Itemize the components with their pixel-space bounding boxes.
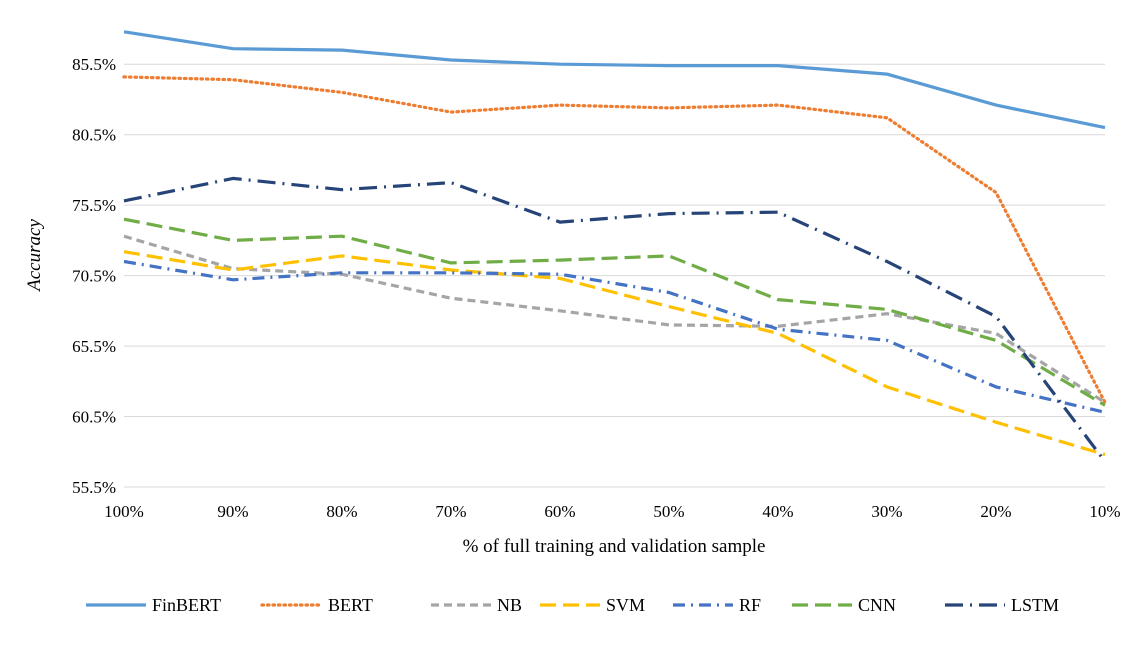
y-tick-label: 60.5% xyxy=(72,408,116,427)
series-line-finbert xyxy=(123,30,1106,130)
legend-label-svm: SVM xyxy=(606,595,645,615)
y-tick-label: 70.5% xyxy=(72,267,116,286)
legend-label-lstm: LSTM xyxy=(1011,595,1059,615)
x-axis-title: % of full training and validation sample xyxy=(463,536,766,557)
legend-label-bert: BERT xyxy=(328,595,373,615)
x-tick-label: 40% xyxy=(762,502,793,521)
x-tick-label: 100% xyxy=(104,502,144,521)
legend-label-cnn: CNN xyxy=(858,595,896,615)
legend: FinBERT BERT NB SVM RF CNN LSTM xyxy=(86,595,1059,615)
x-tick-label: 90% xyxy=(217,502,248,521)
gridlines xyxy=(124,63,1105,488)
series-line-svm xyxy=(123,250,1106,457)
x-tick-label: 70% xyxy=(435,502,466,521)
series-line-bert xyxy=(122,75,1107,404)
x-tick-label: 10% xyxy=(1089,502,1120,521)
y-tick-label: 55.5% xyxy=(72,478,116,497)
x-axis-ticks: 100% 90% 80% 70% 60% 50% 40% 30% 20% 10% xyxy=(104,502,1120,521)
x-tick-label: 60% xyxy=(544,502,575,521)
series-line-lstm xyxy=(123,176,1107,463)
y-tick-label: 75.5% xyxy=(72,196,116,215)
y-tick-label: 65.5% xyxy=(72,337,116,356)
y-tick-label: 80.5% xyxy=(72,126,116,145)
x-tick-label: 30% xyxy=(871,502,902,521)
y-tick-label: 85.5% xyxy=(72,55,116,74)
legend-label-rf: RF xyxy=(739,595,761,615)
series-line-cnn xyxy=(123,217,1106,407)
x-tick-label: 50% xyxy=(653,502,684,521)
y-axis-ticks: 55.5% 60.5% 65.5% 70.5% 75.5% 80.5% 85.5% xyxy=(72,55,116,497)
series-line-rf xyxy=(123,259,1106,414)
x-tick-label: 80% xyxy=(326,502,357,521)
series-lines xyxy=(122,30,1107,463)
series-line-nb xyxy=(123,234,1106,404)
legend-label-finbert: FinBERT xyxy=(152,595,221,615)
x-tick-label: 20% xyxy=(980,502,1011,521)
legend-label-nb: NB xyxy=(497,595,522,615)
y-axis-title: Accuracy xyxy=(24,219,45,293)
